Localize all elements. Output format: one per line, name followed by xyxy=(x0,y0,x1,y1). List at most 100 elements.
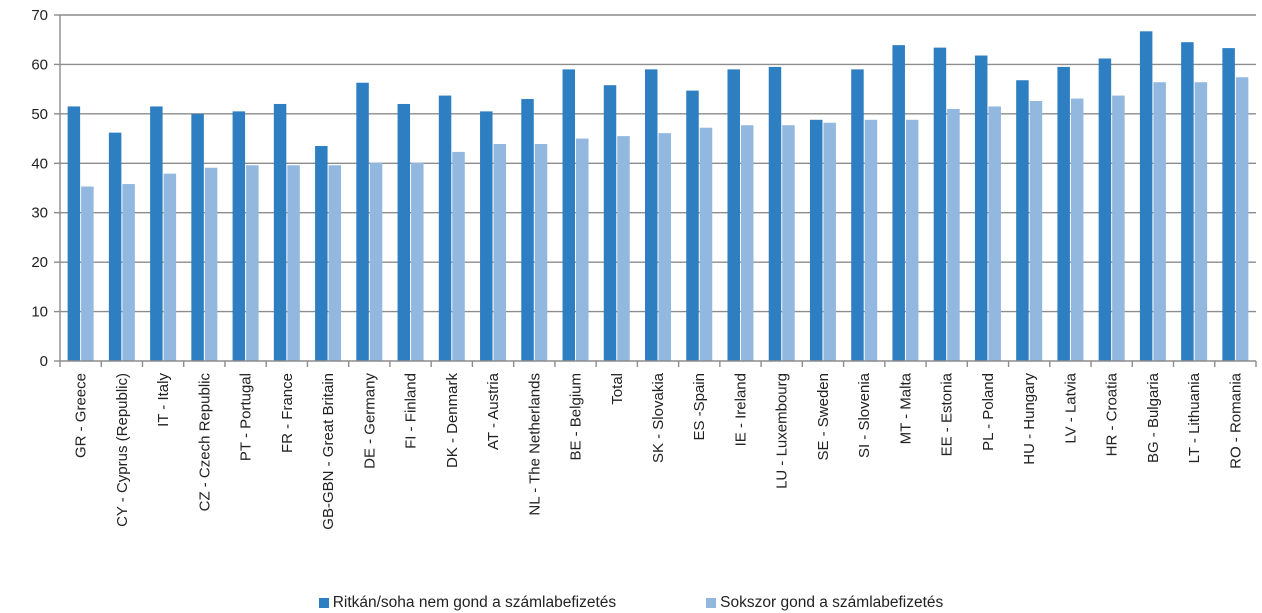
legend-label-series-1: Ritkán/soha nem gond a számlabefizetés xyxy=(332,593,617,611)
bar-series-1-2 xyxy=(150,106,163,361)
bar-series-2-27 xyxy=(1194,82,1208,362)
bar-series-2-15 xyxy=(699,127,713,361)
x-tick-label: BG - Bulgaria xyxy=(1145,372,1162,463)
x-tick-label: CZ - Czech Republic xyxy=(196,373,213,512)
bar-series-1-16 xyxy=(727,69,740,361)
bar-series-2-3 xyxy=(204,167,218,361)
bar-series-1-10 xyxy=(480,111,493,361)
bar-series-1-9 xyxy=(438,95,452,361)
bar-series-1-23 xyxy=(1016,80,1029,361)
bar-series-1-17 xyxy=(768,66,782,362)
bar-series-2-17 xyxy=(782,125,795,362)
bar-series-2-26 xyxy=(1153,82,1166,362)
bar-series-1-3 xyxy=(191,113,204,361)
x-tick-label: FI - Finland xyxy=(403,373,420,449)
bar-series-1-8 xyxy=(397,103,411,361)
y-tick-label-70: 70 xyxy=(31,7,48,24)
x-tick-label: Total xyxy=(609,373,626,405)
x-tick-label: DK - Denmark xyxy=(444,373,461,469)
bar-series-1-26 xyxy=(1139,31,1153,361)
legend-item-series-1: Ritkán/soha nem gond a számlabefizetés xyxy=(318,592,617,613)
y-axis-tick-labels: 0 10 20 30 40 50 60 70 xyxy=(31,7,48,370)
bar-series-2-6 xyxy=(328,165,342,361)
x-tick-label: PT - Portugal xyxy=(238,373,255,461)
y-tick-label-0: 0 xyxy=(40,353,48,370)
bar-series-1-25 xyxy=(1098,58,1112,362)
bar-series-2-0 xyxy=(81,186,94,361)
y-tick-label-20: 20 xyxy=(31,254,48,271)
bar-series-2-28 xyxy=(1235,77,1249,361)
bar-series-2-18 xyxy=(823,122,836,361)
y-tick-label-10: 10 xyxy=(31,304,48,321)
bar-series-2-22 xyxy=(988,106,1001,361)
x-tick-label: RO - Romania xyxy=(1227,372,1244,469)
bar-series-1-22 xyxy=(974,55,988,361)
bar-series-2-13 xyxy=(617,136,630,361)
bar-series-2-20 xyxy=(905,119,919,361)
bar-series-2-1 xyxy=(122,184,135,361)
y-tick-label-40: 40 xyxy=(31,155,48,172)
bar-series-2-12 xyxy=(576,138,589,361)
bar-series-2-16 xyxy=(740,125,754,362)
x-tick-label: PL - Poland xyxy=(980,373,997,451)
bar-series-1-11 xyxy=(521,99,534,362)
bar-series-1-6 xyxy=(315,145,328,361)
bar-series-1-15 xyxy=(686,90,699,361)
y-tick-label-30: 30 xyxy=(31,205,48,222)
bar-series-1-4 xyxy=(232,111,246,361)
bars xyxy=(67,31,1249,362)
x-tick-label: CY - Cyprus (Republic) xyxy=(114,373,131,527)
bar-series-1-13 xyxy=(603,85,617,361)
x-tick-label: FR - France xyxy=(279,373,296,453)
bar-series-1-5 xyxy=(273,103,287,361)
bar-series-2-23 xyxy=(1029,101,1043,362)
bar-series-1-20 xyxy=(892,45,905,361)
x-tick-label: HU - Hungary xyxy=(1021,373,1038,465)
bar-series-1-24 xyxy=(1057,66,1070,362)
x-tick-label: HR - Croatia xyxy=(1104,372,1121,456)
x-tick-label: GR - Greece xyxy=(73,373,90,458)
x-tick-label: EE - Estonia xyxy=(939,372,956,456)
legend-swatch-series-1 xyxy=(318,597,329,608)
bar-series-1-7 xyxy=(356,82,369,362)
bar-series-2-11 xyxy=(534,144,548,361)
bar-series-2-19 xyxy=(864,119,878,361)
legend-label-series-2: Sokszor gond a számlabefizetés xyxy=(720,593,944,611)
bar-series-1-19 xyxy=(851,69,864,361)
x-tick-label: BE - Belgium xyxy=(568,373,585,461)
x-tick-label: IT - Italy xyxy=(155,373,172,427)
bar-chart: 0 10 20 30 40 50 60 70 GR - Greece CY - Cyprus (… xyxy=(31,7,1257,530)
x-axis-category-labels: GR - Greece CY - Cyprus (Republic) IT - It… xyxy=(73,372,1245,529)
axes xyxy=(54,14,1257,367)
x-tick-label: DE - Germany xyxy=(361,373,378,469)
bar-series-2-21 xyxy=(947,108,960,362)
bar-series-2-5 xyxy=(287,165,300,361)
gridlines xyxy=(60,14,1256,313)
bar-series-1-18 xyxy=(809,119,823,361)
x-tick-label: LV - Latvia xyxy=(1062,372,1079,443)
bar-series-2-24 xyxy=(1070,98,1084,361)
bar-series-2-9 xyxy=(452,151,465,361)
x-tick-label: SK - Slovakia xyxy=(650,372,667,463)
bar-series-1-27 xyxy=(1181,42,1194,361)
legend-item-series-2: Sokszor gond a számlabefizetés xyxy=(706,592,943,613)
bar-series-1-21 xyxy=(933,47,947,361)
bar-series-1-14 xyxy=(645,69,658,361)
legend: Ritkán/soha nem gond a számlabefizetés S… xyxy=(0,592,1262,613)
bar-series-1-12 xyxy=(562,69,576,361)
x-tick-label: GB-GBN - Great Britain xyxy=(320,373,337,530)
x-tick-label: MT - Malta xyxy=(897,372,914,444)
bar-series-1-28 xyxy=(1222,48,1235,362)
bar-series-2-4 xyxy=(246,165,259,361)
x-tick-label: IE - Ireland xyxy=(732,373,749,446)
x-tick-label: ES -Spain xyxy=(691,373,708,441)
x-tick-label: AT - Austria xyxy=(485,372,502,450)
bar-series-2-7 xyxy=(369,162,383,361)
bar-series-2-2 xyxy=(163,173,177,361)
x-tick-label: NL - The Netherlands xyxy=(526,373,543,516)
bar-series-1-1 xyxy=(108,132,122,361)
x-tick-label: LT - Lithuania xyxy=(1186,372,1203,463)
x-tick-label: LU - Luxembourg xyxy=(774,373,791,489)
bar-series-2-10 xyxy=(493,144,507,361)
bar-series-2-8 xyxy=(411,162,424,361)
